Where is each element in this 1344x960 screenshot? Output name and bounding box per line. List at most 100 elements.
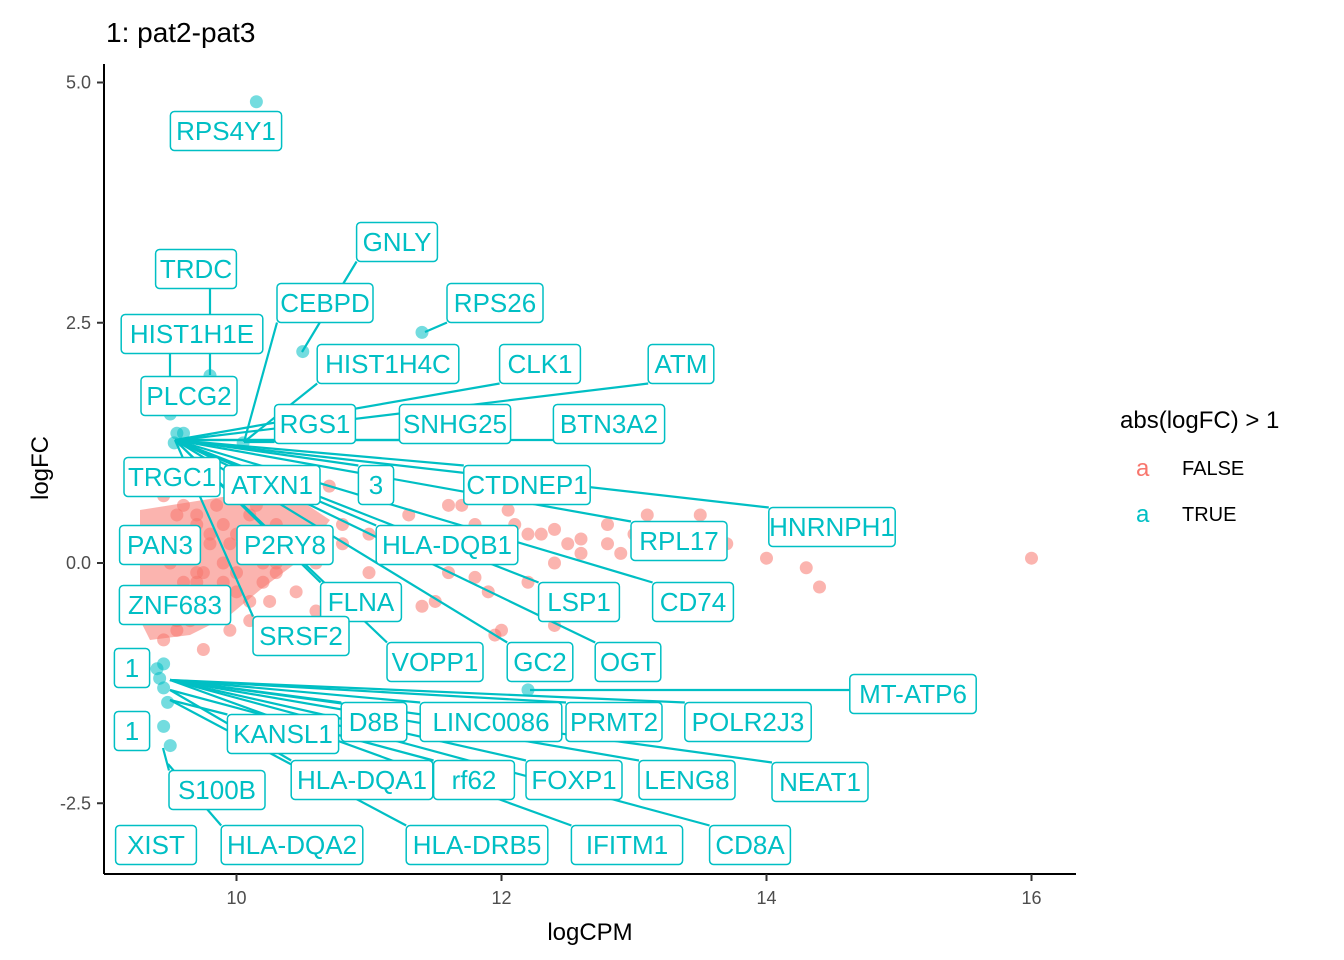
gene-label-text: POLR2J3 bbox=[692, 707, 805, 737]
gene-label-box bbox=[340, 701, 408, 743]
point-false bbox=[693, 508, 707, 522]
gene-label-box bbox=[223, 464, 321, 506]
gene-label: FOXP1 bbox=[525, 759, 623, 801]
x-axis-ticks: 10 12 14 16 bbox=[226, 874, 1042, 908]
gene-label-box bbox=[419, 701, 563, 743]
y-tick-label: 0.0 bbox=[66, 553, 91, 573]
gene-label-text: NEAT1 bbox=[779, 767, 861, 797]
gene-label-box bbox=[252, 615, 350, 657]
point-false bbox=[216, 556, 230, 570]
gene-label: OGT bbox=[594, 641, 662, 683]
gene-label-text: ATM bbox=[655, 349, 708, 379]
gene-label: POLR2J3 bbox=[684, 701, 812, 743]
point-true bbox=[150, 662, 164, 676]
gene-label-box bbox=[355, 221, 439, 263]
point-false bbox=[601, 518, 614, 532]
gene-label-box bbox=[446, 282, 544, 324]
gene-label-box bbox=[140, 375, 238, 417]
point-false bbox=[574, 532, 588, 546]
y-tick-label: 2.5 bbox=[66, 313, 91, 333]
gene-label: ATXN1 bbox=[223, 464, 321, 506]
point-false bbox=[216, 518, 230, 532]
gene-label: RPL17 bbox=[630, 520, 728, 562]
gene-label-text: 1 bbox=[125, 653, 139, 683]
y-tick-label: 5.0 bbox=[66, 73, 91, 93]
gene-label-box bbox=[651, 581, 735, 623]
label-segment bbox=[169, 678, 421, 704]
gene-label: S100B bbox=[168, 769, 266, 811]
gene-label-text: HLA-DQA1 bbox=[297, 765, 427, 795]
gene-label-box bbox=[113, 710, 151, 752]
chart-title: 1: pat2-pat3 bbox=[106, 17, 255, 48]
gene-label-box bbox=[113, 647, 151, 689]
label-segment bbox=[424, 321, 448, 334]
x-tick-label: 14 bbox=[756, 888, 776, 908]
point-false bbox=[1025, 551, 1038, 565]
gene-label-box bbox=[123, 456, 221, 498]
gene-label-text: SNHG25 bbox=[403, 409, 507, 439]
legend: abs(logFC) > 1 a FALSE a TRUE bbox=[1120, 407, 1279, 528]
gene-label-text: SRSF2 bbox=[259, 621, 343, 651]
gene-label-text: HNRNPH1 bbox=[769, 512, 895, 542]
point-true bbox=[415, 325, 429, 339]
gene-label-box bbox=[684, 701, 812, 743]
gene-label-text: CTDNEP1 bbox=[466, 470, 587, 500]
gene-label-box bbox=[768, 506, 896, 548]
gene-label-box bbox=[708, 824, 792, 866]
gene-label: GNLY bbox=[355, 221, 439, 263]
point-true bbox=[249, 95, 263, 109]
gene-label-text: HIST1H4C bbox=[325, 349, 451, 379]
x-tick-label: 16 bbox=[1021, 888, 1041, 908]
gene-label-text: CLK1 bbox=[507, 349, 572, 379]
point-false bbox=[157, 633, 171, 647]
gene-label-text: LENG8 bbox=[644, 765, 729, 795]
point-false bbox=[256, 575, 270, 589]
gene-label: HLA-DQA1 bbox=[290, 759, 434, 801]
point-false bbox=[269, 566, 283, 580]
gene-label-box bbox=[647, 343, 715, 385]
gene-label-text: FOXP1 bbox=[531, 765, 616, 795]
gene-label-box bbox=[276, 282, 374, 324]
point-false bbox=[243, 508, 257, 522]
point-false bbox=[196, 642, 210, 656]
gene-label-box bbox=[432, 759, 516, 801]
point-false bbox=[177, 498, 190, 512]
point-false bbox=[223, 537, 237, 551]
point-false bbox=[548, 522, 561, 536]
gene-label: LENG8 bbox=[638, 759, 736, 801]
gene-label: HIST1H4C bbox=[316, 343, 460, 385]
gene-label: rf62 bbox=[432, 759, 516, 801]
point-false bbox=[223, 623, 237, 637]
gene-label: RPS26 bbox=[446, 282, 544, 324]
point-false bbox=[442, 498, 455, 512]
gene-label: MT-ATP6 bbox=[849, 673, 977, 715]
gene-label-text: CD74 bbox=[660, 587, 726, 617]
point-false bbox=[309, 604, 323, 618]
gene-label-box bbox=[570, 824, 684, 866]
gene-label-text: HLA-DQA2 bbox=[227, 830, 357, 860]
point-false bbox=[468, 570, 482, 584]
gene-label: BTN3A2 bbox=[552, 403, 666, 445]
gene-label-text: rf62 bbox=[452, 765, 497, 795]
gene-label: 1 bbox=[113, 647, 151, 689]
gene-label: FLNA bbox=[319, 581, 403, 623]
point-false bbox=[614, 546, 628, 560]
gene-label-text: D8B bbox=[349, 707, 400, 737]
gene-label: ATM bbox=[647, 343, 715, 385]
point-false bbox=[170, 508, 184, 522]
gene-label-text: LSP1 bbox=[547, 587, 611, 617]
gene-label-box bbox=[154, 248, 238, 290]
legend-label-true: TRUE bbox=[1182, 504, 1236, 526]
gene-label: TRDC bbox=[154, 248, 238, 290]
point-false bbox=[640, 508, 654, 522]
gene-label: HLA-DRB5 bbox=[405, 824, 549, 866]
legend-title: abs(logFC) > 1 bbox=[1120, 407, 1279, 434]
x-tick-label: 12 bbox=[491, 888, 511, 908]
gene-label-text: FLNA bbox=[328, 587, 395, 617]
point-false bbox=[170, 623, 184, 637]
gene-label-text: TRGC1 bbox=[128, 462, 216, 492]
gene-label-text: KANSL1 bbox=[233, 719, 333, 749]
gene-label: TRGC1 bbox=[123, 456, 221, 498]
gene-label: D8B bbox=[340, 701, 408, 743]
x-axis-title: logCPM bbox=[547, 919, 632, 946]
